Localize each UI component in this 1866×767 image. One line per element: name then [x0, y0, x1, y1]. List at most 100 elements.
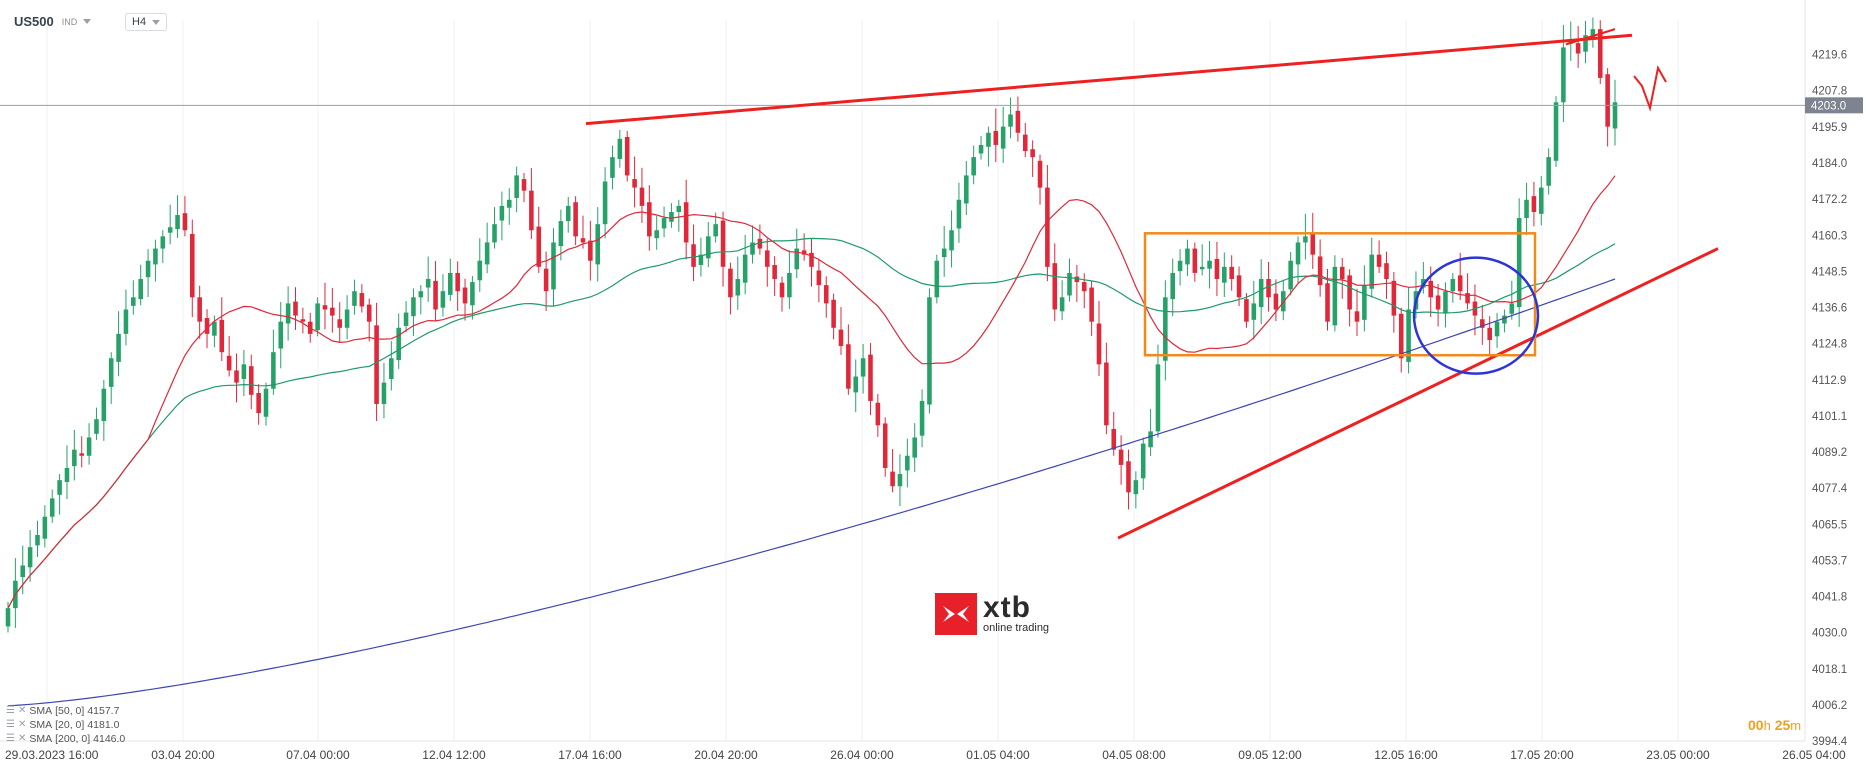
candle-body [1494, 321, 1500, 337]
candle-body [1575, 43, 1581, 54]
indicator-row-sma50[interactable]: ☰ ✕ SMA [50, 0] 4157.7 [6, 704, 125, 718]
close-icon[interactable]: ✕ [17, 719, 27, 730]
y-tick-label: 4089.2 [1812, 447, 1847, 459]
candle-body [271, 352, 276, 389]
candle-body [816, 270, 822, 286]
logo-subtext: online trading [983, 622, 1050, 634]
candle-body [506, 199, 512, 208]
y-tick-label: 4124.8 [1812, 339, 1847, 351]
candle-body [396, 327, 401, 361]
candle-body [322, 305, 328, 310]
candle-body [389, 358, 394, 379]
sma20-line [7, 175, 1616, 609]
candle-body [949, 230, 954, 251]
candle-body [1435, 295, 1441, 310]
candle-body [823, 285, 829, 304]
candle-body [138, 279, 143, 300]
indicator-row-sma200[interactable]: ☰ ✕ SMA [200, 0] 4146.0 [6, 732, 125, 746]
indicator-row-sma20[interactable]: ☰ ✕ SMA [20, 0] 4181.0 [6, 718, 125, 732]
current-price-label: 4203.0 [1811, 100, 1846, 112]
candle-body [1605, 74, 1610, 127]
candle-body [1480, 319, 1485, 328]
candle-body [330, 307, 335, 316]
instrument-type-badge[interactable]: IND [62, 17, 92, 27]
candle-body [831, 299, 836, 328]
y-tick-label: 4101.1 [1812, 411, 1847, 423]
menu-icon[interactable]: ☰ [6, 733, 15, 744]
candle-body [86, 437, 92, 456]
indicator-value: 4181.0 [87, 719, 120, 731]
candle-body [35, 535, 40, 546]
candle-body [49, 498, 55, 517]
x-tick-label: 01.05 04:00 [966, 748, 1030, 762]
candle-body [1104, 362, 1109, 426]
candle-body [565, 205, 571, 222]
candle-body [219, 319, 225, 353]
candle-body [94, 419, 99, 434]
timeframe-selector[interactable]: H4 [125, 13, 168, 31]
candle-body [344, 309, 350, 328]
candle-body [1391, 280, 1397, 316]
menu-icon[interactable]: ☰ [6, 705, 15, 716]
x-tick-label: 07.04 00:00 [286, 748, 350, 762]
candle-body [853, 376, 859, 393]
candle-body [1052, 263, 1058, 310]
candle-body [595, 224, 601, 265]
candle-body [256, 392, 261, 414]
candle-body [1406, 309, 1411, 362]
candle-body [153, 248, 158, 265]
candle-body [713, 224, 718, 237]
timer-hours-unit: h [1763, 718, 1771, 733]
candle-body [691, 244, 696, 267]
candle-body [190, 233, 195, 298]
candle-body [978, 144, 984, 154]
candle-body [735, 279, 741, 296]
candle-body [1258, 279, 1264, 308]
timer-minutes: 25 [1774, 717, 1791, 733]
candle-body [1015, 110, 1021, 133]
candle-body [182, 213, 188, 231]
y-tick-label: 4148.5 [1812, 266, 1847, 278]
indicator-value: 4157.7 [87, 705, 120, 717]
candle-body [27, 547, 33, 568]
candle-body [1067, 272, 1072, 296]
y-tick-label: 4219.6 [1812, 50, 1847, 62]
candle-body [241, 364, 247, 379]
close-icon[interactable]: ✕ [17, 733, 27, 744]
candle-body [1236, 275, 1242, 298]
candle-body [1325, 283, 1330, 322]
candle-body [64, 467, 70, 482]
candle-body [919, 400, 925, 436]
candle-body [123, 309, 129, 334]
candle-body [669, 211, 674, 222]
candle-body [440, 291, 446, 308]
candle-body [278, 321, 284, 349]
candle-body [764, 250, 770, 267]
indicator-params: [20, 0] [55, 719, 85, 731]
candle-body [632, 179, 637, 188]
candle-body [551, 242, 556, 290]
candle-body [1163, 297, 1168, 361]
candle-body [905, 455, 910, 471]
candle-body [1546, 157, 1551, 186]
candle-body [964, 175, 969, 204]
trendline-extension [1565, 28, 1616, 46]
candle-body [285, 303, 291, 324]
candle-body [57, 480, 62, 495]
candle-body [521, 179, 527, 191]
candle-body [477, 260, 483, 281]
candle-body [1295, 242, 1301, 265]
candle-body [1244, 299, 1249, 322]
indicator-value: 4146.0 [93, 733, 126, 745]
candle-body [1428, 280, 1433, 298]
close-icon[interactable]: ✕ [17, 705, 27, 716]
y-tick-label: 4018.1 [1812, 664, 1847, 676]
candle-body [875, 402, 881, 426]
candle-body [455, 272, 460, 292]
candle-body [624, 137, 630, 176]
resistance-trendline [585, 33, 1633, 126]
menu-icon[interactable]: ☰ [6, 719, 15, 730]
y-tick-label: 4041.8 [1812, 592, 1847, 604]
y-tick-label: 4195.9 [1812, 122, 1847, 134]
